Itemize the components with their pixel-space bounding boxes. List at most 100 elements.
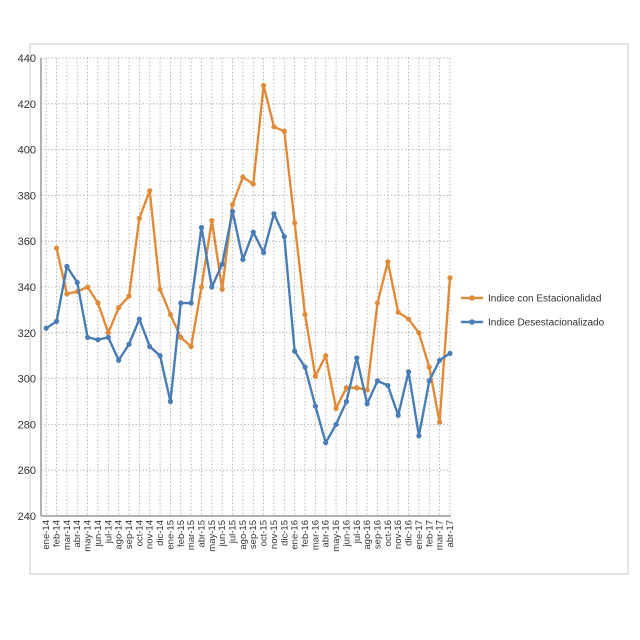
y-tick-label: 260 [18, 465, 36, 477]
data-point [261, 82, 267, 89]
data-point [447, 350, 453, 357]
x-tick-label: ene-14 [41, 520, 52, 550]
y-tick-label: 240 [18, 511, 36, 523]
x-tick-label: nov-15 [269, 520, 280, 549]
x-tick-label: ago-16 [362, 520, 373, 550]
data-point [147, 343, 153, 350]
x-tick-label: sep-15 [248, 520, 259, 549]
data-point [343, 385, 350, 391]
data-point [219, 286, 225, 292]
x-tick-label: ago-15 [238, 520, 249, 550]
data-point [64, 291, 70, 297]
x-tick-label: abr-16 [321, 520, 332, 547]
x-tick-label: sep-16 [372, 520, 383, 549]
x-tick-label: feb-14 [52, 520, 63, 547]
data-point [261, 250, 267, 256]
legend-marker [469, 295, 475, 301]
data-point [302, 364, 308, 370]
data-point [126, 341, 132, 347]
data-point [53, 318, 60, 324]
data-point [95, 300, 101, 306]
legend: Indice con Estacionalidad Indice Desestac… [461, 294, 605, 329]
data-point [271, 124, 277, 130]
y-tick-label: 280 [18, 419, 36, 431]
y-tick-label: 400 [18, 145, 36, 157]
x-tick-label: sep-14 [124, 520, 135, 549]
x-tick-label: feb-15 [176, 520, 187, 547]
y-tick-label: 300 [18, 374, 36, 386]
data-point [281, 128, 287, 134]
x-tick-label: jul-14 [103, 520, 114, 544]
legend-marker [469, 319, 475, 325]
data-point [136, 215, 142, 221]
x-tick-label: may-14 [83, 520, 94, 552]
data-point [292, 220, 298, 226]
x-tick-label: abr-17 [445, 520, 456, 547]
data-point [312, 373, 318, 379]
data-point [116, 305, 122, 311]
x-tick-label: mar-17 [435, 520, 446, 550]
data-point [374, 378, 381, 384]
data-point [105, 330, 111, 336]
x-tick-label: oct-16 [383, 520, 394, 546]
data-point [209, 284, 215, 290]
x-tick-label: dic-14 [155, 520, 166, 546]
data-point [343, 398, 350, 405]
data-point [426, 364, 432, 370]
x-tick-label: feb-16 [300, 520, 311, 547]
x-tick-label: dic-16 [404, 520, 415, 546]
x-tick-label: oct-14 [134, 520, 145, 546]
data-point [405, 316, 412, 322]
data-point [323, 353, 329, 359]
y-tick-label: 360 [18, 236, 36, 248]
data-point [250, 181, 256, 187]
x-tick-label: ene-16 [290, 520, 301, 550]
data-point [53, 245, 60, 251]
x-tick-label: abr-14 [72, 520, 83, 547]
data-point [364, 387, 370, 393]
data-point [437, 419, 443, 425]
data-point [84, 284, 91, 290]
data-point [167, 398, 174, 405]
data-point [333, 421, 339, 427]
data-point [395, 309, 401, 315]
data-point [447, 275, 453, 281]
y-tick-label: 320 [18, 328, 36, 340]
legend-label: Indice Desestacionalizado [488, 318, 605, 329]
x-tick-label: mar-15 [186, 520, 197, 550]
data-point [219, 261, 225, 267]
y-tick-label: 380 [18, 190, 36, 202]
series-line-2 [45, 210, 451, 444]
data-point [209, 217, 215, 224]
data-point [354, 355, 360, 361]
x-tick-label: may-15 [207, 520, 218, 552]
x-tick-label: dic-15 [279, 520, 290, 546]
data-point [312, 403, 318, 409]
x-tick-label: jun-14 [93, 520, 104, 547]
data-point [157, 353, 163, 359]
data-point [95, 337, 101, 343]
x-tick-label: abr-15 [196, 520, 207, 547]
data-point [416, 433, 422, 439]
x-tick-label: nov-16 [393, 520, 404, 549]
data-point [271, 211, 277, 217]
x-tick-label: nov-14 [145, 520, 156, 549]
data-point [240, 256, 246, 263]
data-point [167, 311, 174, 318]
data-point [157, 286, 163, 292]
data-point [385, 259, 391, 265]
y-tick-label: 420 [18, 99, 36, 111]
data-point [374, 300, 381, 306]
data-point [64, 263, 70, 269]
data-point [198, 284, 205, 290]
data-point [229, 208, 236, 215]
data-point [84, 334, 91, 340]
y-tick-label: 440 [18, 53, 36, 65]
data-point [105, 334, 111, 340]
x-tick-label: ago-14 [114, 520, 125, 550]
data-point [385, 382, 391, 389]
data-point [178, 334, 184, 340]
data-point [178, 300, 184, 306]
data-point [188, 300, 194, 306]
